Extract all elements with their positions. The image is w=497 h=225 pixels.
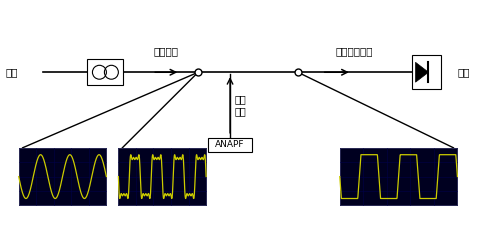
Text: 负载: 负载 <box>457 67 470 77</box>
Text: ANAPF: ANAPF <box>215 140 245 149</box>
Bar <box>340 148 457 205</box>
Bar <box>19 148 106 205</box>
Text: 基波电流: 基波电流 <box>154 46 179 56</box>
Text: 负载畸变电流: 负载畸变电流 <box>336 46 373 56</box>
Bar <box>208 138 252 152</box>
Polygon shape <box>415 62 428 82</box>
Bar <box>118 148 206 205</box>
Bar <box>87 59 123 85</box>
Text: 电网: 电网 <box>5 67 18 77</box>
Bar <box>412 55 441 89</box>
Text: 补偿
电流: 补偿 电流 <box>234 94 246 116</box>
